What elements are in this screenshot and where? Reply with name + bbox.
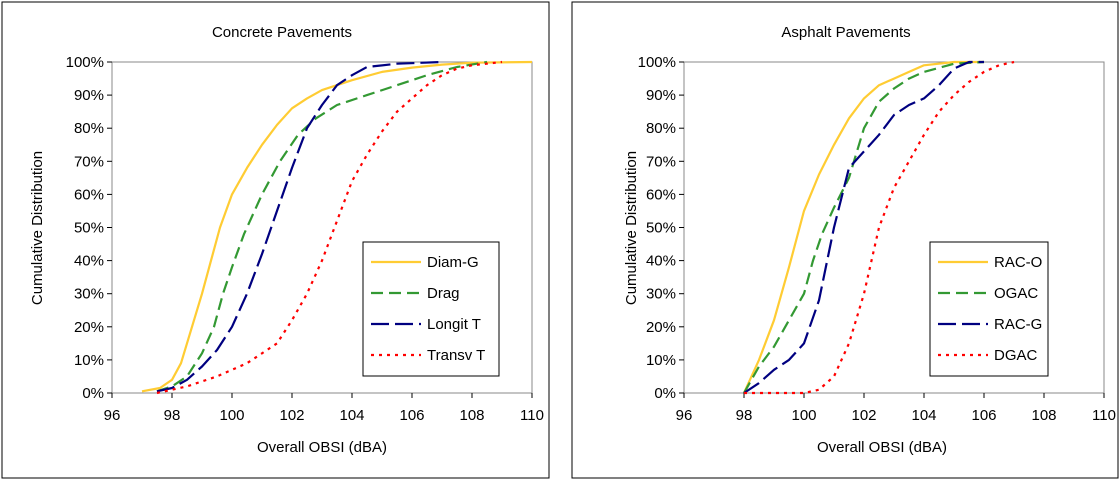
chart-frame (571, 1, 1119, 479)
y-tick-label: 70% (74, 153, 104, 170)
legend-label: OGAC (994, 285, 1038, 302)
x-tick-label: 102 (279, 407, 304, 424)
x-tick-label: 102 (851, 407, 876, 424)
chart-panel-2: Asphalt Pavements 0% 10% 20% 30% 40% 50% 60% 70%… (571, 1, 1119, 479)
y-tick-label: 10% (646, 352, 676, 369)
x-axis-label: Overall OBSI (dBA) (257, 439, 387, 456)
y-tick-label: 20% (646, 319, 676, 336)
series-line-drag (156, 60, 488, 393)
chart-frame (1, 1, 550, 479)
chart-panel-1: Concrete Pavements 0% 10% 20% 30% 40% 50% 60% 70… (1, 1, 550, 479)
x-tick-label: 98 (164, 407, 181, 424)
y-tick-label: 0% (82, 385, 104, 402)
legend-label: RAC-G (994, 316, 1042, 333)
y-tick-label: 90% (646, 87, 676, 104)
y-tick-label: 50% (646, 220, 676, 237)
y-tick-label: 40% (646, 253, 676, 270)
y-tick-label: 100% (638, 54, 676, 71)
legend-label: Transv T (427, 347, 485, 364)
x-tick-label: 110 (1092, 407, 1116, 424)
legend: RAC-O OGAC RAC-G DGAC (929, 241, 1049, 377)
series-group (742, 60, 1015, 395)
series-line-longit-t (156, 60, 443, 393)
x-tick-label: 96 (676, 407, 693, 424)
y-tick-label: 50% (74, 220, 104, 237)
y-tick-label: 20% (74, 319, 104, 336)
legend-box (362, 241, 500, 377)
series-line-ogac (743, 60, 985, 394)
y-axis-label: Cumulative Distribution (29, 151, 46, 305)
y-tick-label: 30% (74, 286, 104, 303)
y-tick-label: 100% (66, 54, 104, 71)
x-tick-label: 104 (339, 407, 364, 424)
series-line-diam-g (141, 60, 532, 393)
x-tick-label: 96 (104, 407, 121, 424)
x-tick-label: 108 (459, 407, 484, 424)
x-tick-label: 98 (736, 407, 753, 424)
legend-label: Drag (427, 285, 460, 302)
chart-title: Asphalt Pavements (781, 24, 910, 41)
y-tick-label: 40% (74, 253, 104, 270)
legend-label: Longit T (427, 316, 481, 333)
y-axis-label: Cumulative Distribution (623, 151, 640, 305)
legend-label: DGAC (994, 347, 1038, 364)
series-group (141, 60, 532, 395)
x-tick-label: 104 (911, 407, 936, 424)
y-tick-label: 30% (646, 286, 676, 303)
y-tick-label: 70% (646, 153, 676, 170)
y-tick-label: 80% (646, 120, 676, 137)
series-line-rac-g (743, 60, 984, 394)
x-tick-label: 108 (1031, 407, 1056, 424)
x-tick-label: 106 (399, 407, 424, 424)
y-tick-label: 0% (654, 385, 676, 402)
legend-box (929, 241, 1049, 377)
x-tick-label: 100 (791, 407, 816, 424)
legend: Diam-G Drag Longit T Transv T (362, 241, 500, 377)
y-tick-label: 60% (74, 186, 104, 203)
y-tick-label: 90% (74, 87, 104, 104)
x-tick-label: 106 (971, 407, 996, 424)
chart-title: Concrete Pavements (212, 24, 352, 41)
x-tick-label: 110 (520, 407, 544, 424)
x-tick-label: 100 (219, 407, 244, 424)
y-tick-label: 80% (74, 120, 104, 137)
legend-label: Diam-G (427, 254, 479, 271)
x-axis-label: Overall OBSI (dBA) (817, 439, 947, 456)
y-tick-label: 10% (74, 352, 104, 369)
legend-label: RAC-O (994, 254, 1042, 271)
y-tick-label: 60% (646, 186, 676, 203)
series-line-rac-o (742, 60, 984, 394)
